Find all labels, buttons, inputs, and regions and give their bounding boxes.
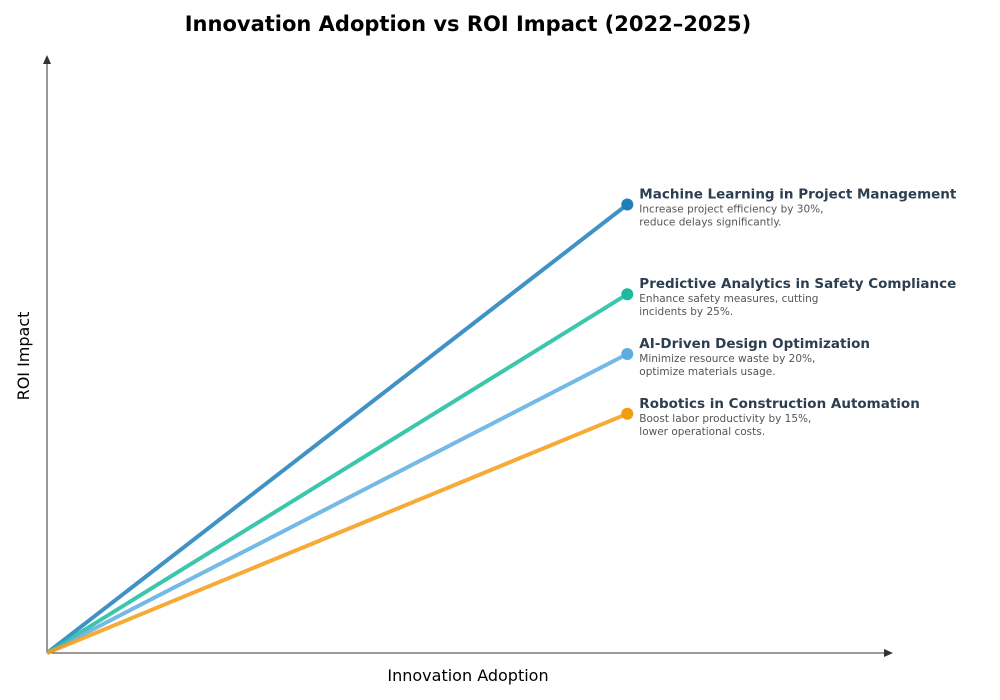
- y-axis-label: ROI Impact: [14, 312, 33, 401]
- series-description: Increase project efficiency by 30%,: [639, 204, 823, 216]
- x-axis: [47, 649, 893, 657]
- x-axis-arrow-icon: [884, 649, 893, 657]
- series-description: optimize materials usage.: [639, 366, 775, 378]
- series-line: [45, 292, 629, 655]
- series-end-point: [621, 348, 634, 360]
- chart-title: Innovation Adoption vs ROI Impact (2022–…: [185, 12, 752, 36]
- series-end-point: [621, 198, 634, 211]
- series-end-point: [621, 407, 634, 420]
- series-0: Machine Learning in Project ManagementIn…: [45, 187, 957, 655]
- series-line: [46, 411, 629, 655]
- series-label: AI-Driven Design Optimization: [639, 336, 870, 352]
- series-label: Predictive Analytics in Safety Complianc…: [639, 276, 956, 292]
- series-description: lower operational costs.: [639, 426, 765, 438]
- series-label: Machine Learning in Project Management: [639, 187, 957, 203]
- series-description: reduce delays significantly.: [639, 217, 781, 229]
- series-line: [46, 352, 629, 655]
- y-axis: [43, 55, 51, 653]
- series-1: Predictive Analytics in Safety Complianc…: [45, 276, 956, 655]
- series-end-point: [621, 288, 634, 301]
- series-description: Minimize resource waste by 20%,: [639, 353, 815, 365]
- x-axis-label: Innovation Adoption: [387, 666, 548, 685]
- y-axis-arrow-icon: [43, 55, 51, 64]
- series-3: Robotics in Construction AutomationBoost…: [46, 396, 920, 655]
- series-description: Enhance safety measures, cutting: [639, 293, 818, 305]
- series-description: Boost labor productivity by 15%,: [639, 413, 811, 425]
- series-line: [45, 202, 629, 655]
- series-description: incidents by 25%.: [639, 306, 733, 318]
- series-label: Robotics in Construction Automation: [639, 396, 920, 412]
